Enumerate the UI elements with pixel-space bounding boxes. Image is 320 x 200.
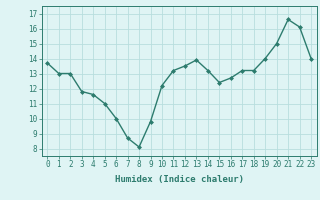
- X-axis label: Humidex (Indice chaleur): Humidex (Indice chaleur): [115, 175, 244, 184]
